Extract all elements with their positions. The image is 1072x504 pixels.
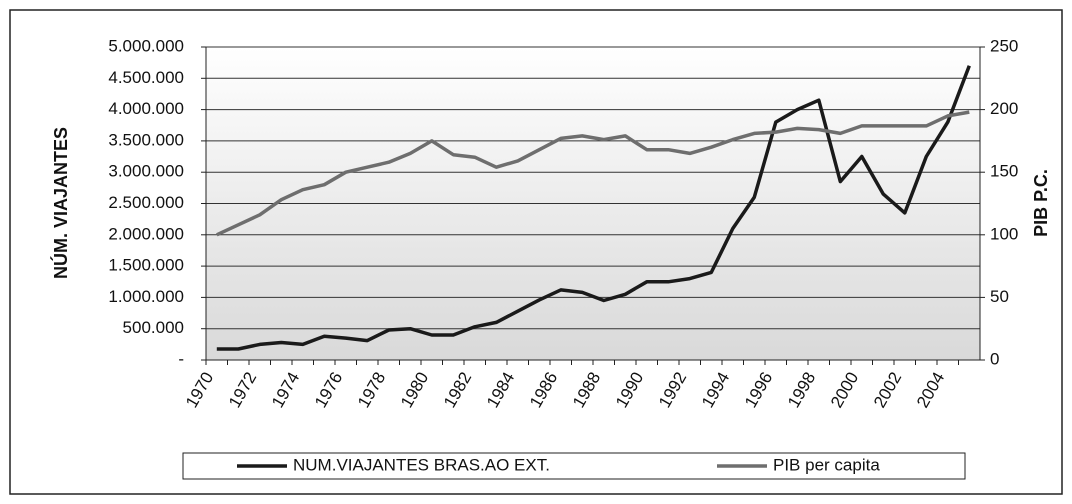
y-tick-label: 4.000.000	[108, 99, 184, 118]
y2-tick-label: 100	[990, 224, 1018, 243]
y2-tick-label: 150	[990, 162, 1018, 181]
legend	[182, 452, 966, 480]
legend-label: PIB per capita	[773, 455, 880, 474]
y-tick-label: 3.500.000	[108, 130, 184, 149]
y-tick-label: 3.000.000	[108, 162, 184, 181]
legend-label: NUM.VIAJANTES BRAS.AO EXT.	[293, 455, 550, 474]
y-tick-label: 2.500.000	[108, 193, 184, 212]
series-line	[216, 65, 971, 351]
y-axis-label: NÚM. VIAJANTES	[50, 127, 71, 279]
y2-tick-label: 200	[990, 99, 1018, 118]
y-tick-label: 4.500.000	[108, 68, 184, 87]
y2-tick-label: 0	[990, 349, 999, 368]
y2-tick-label: 250	[990, 36, 1018, 55]
y2-axis-label: PIB P.C.	[1031, 169, 1051, 237]
y2-tick-label: 50	[990, 287, 1009, 306]
y-tick-label: 1.500.000	[108, 256, 184, 275]
y-tick-label: 1.000.000	[108, 287, 184, 306]
y-tick-label: -	[178, 349, 184, 368]
y-tick-label: 500.000	[123, 318, 184, 337]
y-tick-label: 2.000.000	[108, 224, 184, 243]
y-tick-label: 5.000.000	[108, 36, 184, 55]
series-line	[216, 110, 970, 237]
